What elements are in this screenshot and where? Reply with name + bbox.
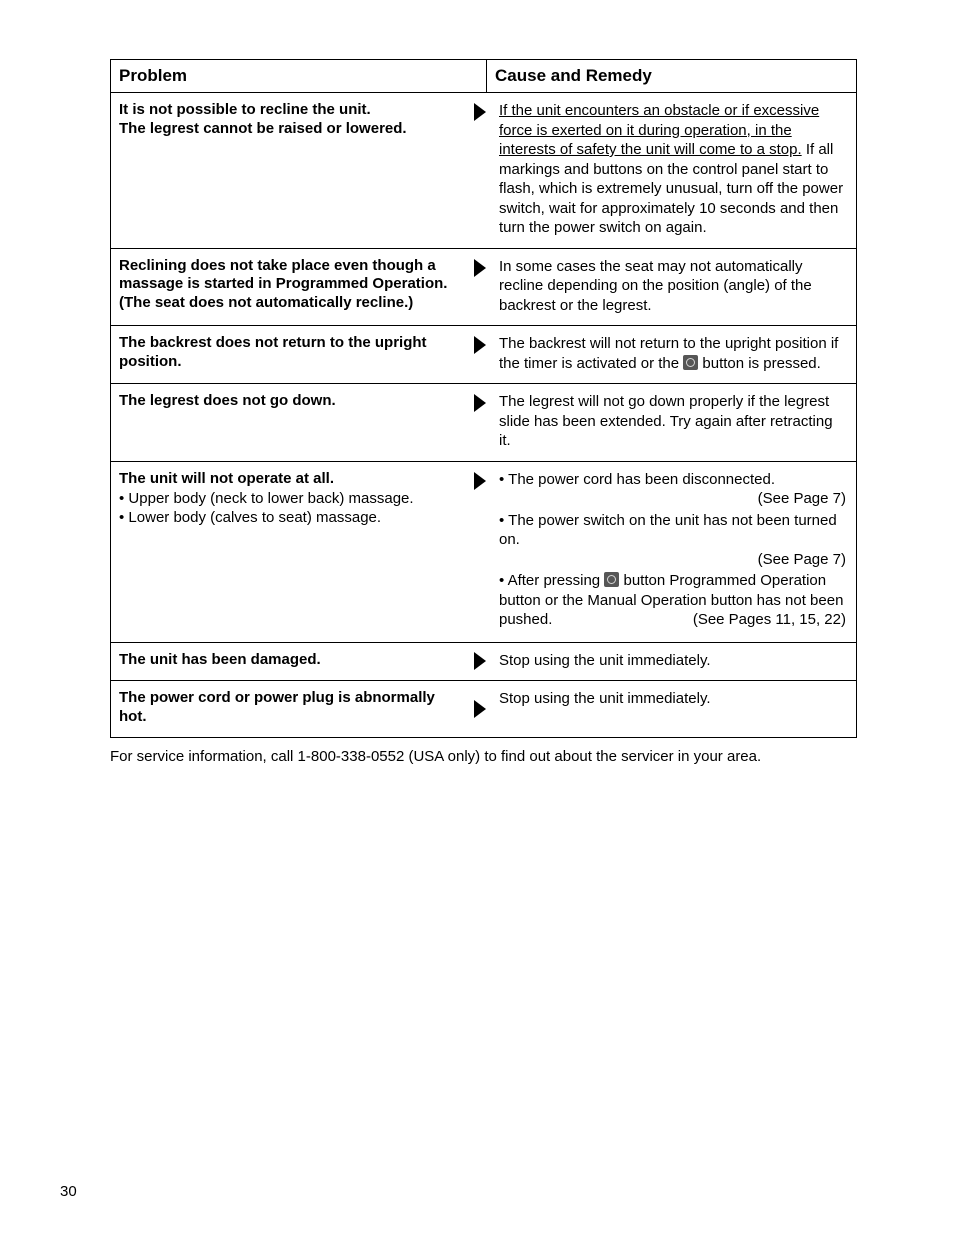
- service-footnote: For service information, call 1-800-338-…: [110, 748, 857, 765]
- arrow-right-icon: [474, 472, 486, 490]
- arrow-cell: [465, 384, 495, 461]
- problem-text: The unit will not operate at all.: [119, 470, 457, 489]
- see-page-ref: (See Page 7): [499, 550, 846, 570]
- problem-cell: The legrest does not go down.: [111, 384, 465, 461]
- table-row: Reclining does not take place even thoug…: [111, 249, 856, 327]
- problem-sublist: Upper body (neck to lower back) massage.…: [119, 490, 457, 528]
- problem-text: (The seat does not automatically recline…: [119, 294, 457, 313]
- problem-cell: The unit has been damaged.: [111, 643, 465, 681]
- remedy-text: Stop using the unit immediately.: [499, 690, 711, 707]
- remedy-text: button is pressed.: [698, 355, 821, 372]
- list-item: After pressing button Programmed Operati…: [499, 571, 846, 630]
- problem-text: Reclining does not take place even thoug…: [119, 257, 457, 295]
- problem-text: The power cord or power plug is abnormal…: [119, 689, 457, 727]
- remedy-list: The power cord has been disconnected. (S…: [499, 470, 846, 630]
- problem-cell: Reclining does not take place even thoug…: [111, 249, 465, 326]
- arrow-cell: [465, 681, 495, 737]
- problem-cell: The unit will not operate at all. Upper …: [111, 462, 465, 642]
- arrow-right-icon: [474, 652, 486, 670]
- table-row: It is not possible to recline the unit. …: [111, 93, 856, 249]
- remedy-cell: In some cases the seat may not automatic…: [495, 249, 856, 326]
- header-problem: Problem: [111, 60, 487, 92]
- remedy-cell: Stop using the unit immediately.: [495, 681, 856, 737]
- remedy-text: After pressing: [499, 572, 604, 589]
- list-item: The power cord has been disconnected. (S…: [499, 470, 846, 509]
- arrow-cell: [465, 462, 495, 642]
- problem-cell: The backrest does not return to the upri…: [111, 326, 465, 383]
- table-row: The power cord or power plug is abnormal…: [111, 681, 856, 737]
- remedy-text: The power cord has been disconnected.: [499, 471, 775, 488]
- troubleshooting-table: Problem Cause and Remedy It is not possi…: [110, 59, 857, 738]
- list-item: Lower body (calves to seat) massage.: [119, 509, 457, 528]
- table-header-row: Problem Cause and Remedy: [111, 60, 856, 93]
- see-page-ref: (See Page 7): [499, 489, 846, 509]
- remedy-cell: The backrest will not return to the upri…: [495, 326, 856, 383]
- table-row: The legrest does not go down. The legres…: [111, 384, 856, 462]
- page: Problem Cause and Remedy It is not possi…: [0, 0, 954, 1235]
- arrow-right-icon: [474, 394, 486, 412]
- arrow-cell: [465, 93, 495, 248]
- arrow-cell: [465, 249, 495, 326]
- problem-cell: The power cord or power plug is abnormal…: [111, 681, 465, 737]
- remedy-text: The legrest will not go down properly if…: [499, 393, 833, 449]
- remedy-text: Stop using the unit immediately.: [499, 652, 711, 669]
- table-row: The unit will not operate at all. Upper …: [111, 462, 856, 643]
- remedy-text: In some cases the seat may not automatic…: [499, 258, 812, 314]
- list-item: Upper body (neck to lower back) massage.: [119, 490, 457, 509]
- page-number: 30: [60, 1183, 77, 1200]
- arrow-right-icon: [474, 259, 486, 277]
- remedy-underlined: If the unit encounters an obstacle or if…: [499, 102, 819, 158]
- remedy-cell: Stop using the unit immediately.: [495, 643, 856, 681]
- problem-cell: It is not possible to recline the unit. …: [111, 93, 465, 248]
- power-button-icon: [683, 355, 698, 370]
- remedy-text: The power switch on the unit has not bee…: [499, 512, 837, 549]
- arrow-cell: [465, 643, 495, 681]
- problem-text: The backrest does not return to the upri…: [119, 334, 457, 372]
- problem-text: It is not possible to recline the unit.: [119, 101, 457, 120]
- problem-text: The unit has been damaged.: [119, 651, 457, 670]
- arrow-right-icon: [474, 336, 486, 354]
- remedy-cell: If the unit encounters an obstacle or if…: [495, 93, 856, 248]
- table-row: The backrest does not return to the upri…: [111, 326, 856, 384]
- header-remedy: Cause and Remedy: [487, 60, 856, 92]
- problem-text: The legrest cannot be raised or lowered.: [119, 120, 457, 139]
- remedy-cell: The power cord has been disconnected. (S…: [495, 462, 856, 642]
- see-page-ref: (See Pages 11, 15, 22): [693, 610, 846, 630]
- table-row: The unit has been damaged. Stop using th…: [111, 643, 856, 682]
- arrow-right-icon: [474, 103, 486, 121]
- list-item: The power switch on the unit has not bee…: [499, 511, 846, 570]
- problem-text: The legrest does not go down.: [119, 392, 457, 411]
- arrow-right-icon: [474, 700, 486, 718]
- power-button-icon: [604, 572, 619, 587]
- remedy-cell: The legrest will not go down properly if…: [495, 384, 856, 461]
- arrow-cell: [465, 326, 495, 383]
